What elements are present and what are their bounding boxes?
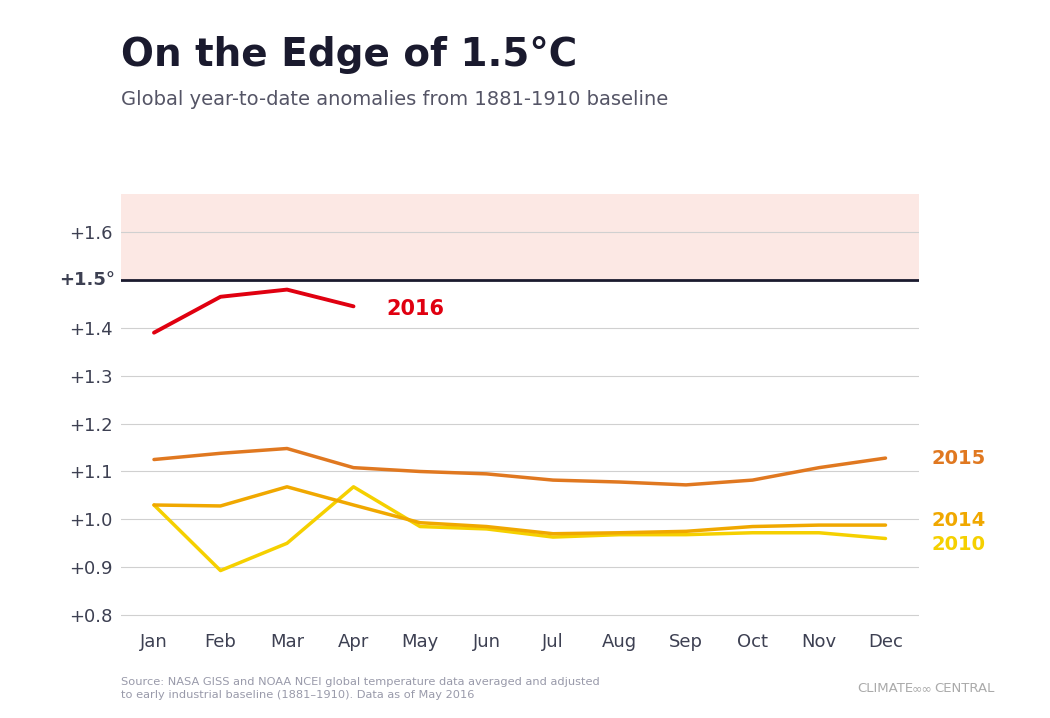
- Text: 2015: 2015: [931, 449, 986, 467]
- Text: 2014: 2014: [931, 510, 986, 530]
- Text: Source: NASA GISS and NOAA NCEI global temperature data averaged and adjusted
to: Source: NASA GISS and NOAA NCEI global t…: [121, 677, 600, 700]
- Text: +1.5°: +1.5°: [60, 271, 116, 289]
- Text: On the Edge of 1.5°C: On the Edge of 1.5°C: [121, 36, 578, 74]
- Bar: [121, 185, 919, 280]
- Text: Global year-to-date anomalies from 1881-1910 baseline: Global year-to-date anomalies from 1881-…: [121, 90, 668, 108]
- Text: ∞∞: ∞∞: [911, 682, 932, 695]
- Text: CLIMATE: CLIMATE: [858, 682, 914, 695]
- Text: 2016: 2016: [386, 299, 445, 319]
- Text: 2010: 2010: [931, 535, 985, 554]
- Text: CENTRAL: CENTRAL: [934, 682, 995, 695]
